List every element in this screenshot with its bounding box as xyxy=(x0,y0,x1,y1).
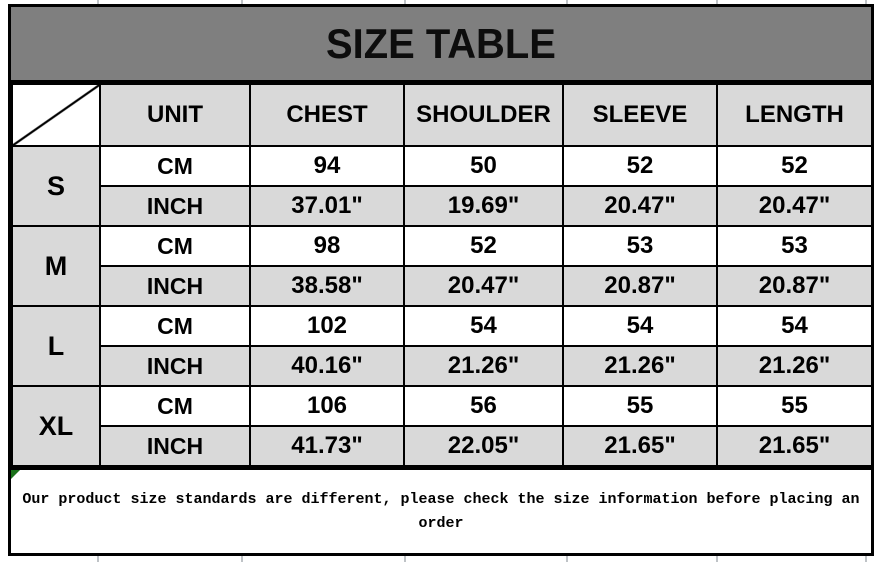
cell-xl-inch-chest: 41.73" xyxy=(249,425,405,467)
cell-m-cm-sleeve: 53 xyxy=(562,225,718,267)
cell-m-cm-length: 53 xyxy=(716,225,873,267)
title-band: SIZE TABLE xyxy=(11,7,871,83)
cell-s-cm-shoulder: 50 xyxy=(403,145,564,187)
size-note-box: Our product size standards are different… xyxy=(11,467,871,553)
cell-l-cm-chest: 102 xyxy=(249,305,405,347)
header-cell-chest: CHEST xyxy=(249,83,405,147)
gridline-tick xyxy=(865,556,867,562)
cell-xl-inch-sleeve: 21.65" xyxy=(562,425,718,467)
gridline-tick xyxy=(865,0,867,4)
gridline-tick xyxy=(404,0,406,4)
cell-s-cm-sleeve: 52 xyxy=(562,145,718,187)
cell-xl-cm-length: 55 xyxy=(716,385,873,427)
cell-m-inch-chest: 38.58" xyxy=(249,265,405,307)
cell-s-inch-shoulder: 19.69" xyxy=(403,185,564,227)
table-row-l-inch: INCH 40.16" 21.26" 21.26" 21.26" xyxy=(12,345,873,387)
cell-xl-cm-shoulder: 56 xyxy=(403,385,564,427)
gridline-tick xyxy=(716,556,718,562)
page-title: SIZE TABLE xyxy=(326,19,556,67)
size-note-text: Our product size standards are different… xyxy=(22,490,860,532)
cell-l-inch-shoulder: 21.26" xyxy=(403,345,564,387)
unit-label-inch: INCH xyxy=(99,345,251,387)
table-row-xl-inch: INCH 41.73" 22.05" 21.65" 21.65" xyxy=(12,425,873,467)
size-label-s: S xyxy=(11,145,101,227)
comment-marker-icon xyxy=(11,470,20,479)
header-cell-unit: UNIT xyxy=(99,83,251,147)
cell-m-inch-shoulder: 20.47" xyxy=(403,265,564,307)
header-cell-shoulder: SHOULDER xyxy=(403,83,564,147)
gridline-tick xyxy=(404,556,406,562)
gridline-tick xyxy=(566,0,568,4)
gridline-tick xyxy=(716,0,718,4)
unit-label-cm: CM xyxy=(99,225,251,267)
size-label-l: L xyxy=(11,305,101,387)
table-row-s-inch: INCH 37.01" 19.69" 20.47" 20.47" xyxy=(12,185,873,227)
cell-s-inch-chest: 37.01" xyxy=(249,185,405,227)
gridline-tick xyxy=(97,0,99,4)
cell-l-inch-length: 21.26" xyxy=(716,345,873,387)
header-cell-sleeve: SLEEVE xyxy=(562,83,718,147)
header-cell-length: LENGTH xyxy=(716,83,873,147)
table-row-m-cm: M CM 98 52 53 53 xyxy=(11,225,873,307)
unit-label-inch: INCH xyxy=(99,185,251,227)
cell-l-inch-sleeve: 21.26" xyxy=(562,345,718,387)
table-row-l-cm: L CM 102 54 54 54 xyxy=(11,305,873,387)
table-row-m-inch: INCH 38.58" 20.47" 20.87" 20.87" xyxy=(12,265,873,307)
corner-diagonal-cell xyxy=(11,83,101,147)
cell-m-inch-length: 20.87" xyxy=(716,265,873,307)
cell-l-inch-chest: 40.16" xyxy=(249,345,405,387)
cell-l-cm-length: 54 xyxy=(716,305,873,347)
unit-label-inch: INCH xyxy=(99,265,251,307)
unit-label-cm: CM xyxy=(99,385,251,427)
unit-label-cm: CM xyxy=(99,305,251,347)
cell-s-inch-sleeve: 20.47" xyxy=(562,185,718,227)
cell-m-cm-chest: 98 xyxy=(249,225,405,267)
size-table: UNIT CHEST SHOULDER SLEEVE LENGTH S CM 9… xyxy=(11,83,873,467)
cell-m-cm-shoulder: 52 xyxy=(403,225,564,267)
cell-s-cm-length: 52 xyxy=(716,145,873,187)
gridline-tick xyxy=(241,556,243,562)
header-row: UNIT CHEST SHOULDER SLEEVE LENGTH xyxy=(11,83,873,147)
unit-label-inch: INCH xyxy=(99,425,251,467)
cell-xl-inch-shoulder: 22.05" xyxy=(403,425,564,467)
cell-l-cm-shoulder: 54 xyxy=(403,305,564,347)
cell-xl-inch-length: 21.65" xyxy=(716,425,873,467)
size-label-m: M xyxy=(11,225,101,307)
cell-m-inch-sleeve: 20.87" xyxy=(562,265,718,307)
table-row-xl-cm: XL CM 106 56 55 55 xyxy=(11,385,873,467)
gridline-tick xyxy=(241,0,243,4)
table-row-s-cm: S CM 94 50 52 52 xyxy=(11,145,873,227)
cell-s-inch-length: 20.47" xyxy=(716,185,873,227)
cell-xl-cm-chest: 106 xyxy=(249,385,405,427)
size-label-xl: XL xyxy=(11,385,101,467)
cell-xl-cm-sleeve: 55 xyxy=(562,385,718,427)
cell-l-cm-sleeve: 54 xyxy=(562,305,718,347)
unit-label-cm: CM xyxy=(99,145,251,187)
gridline-tick xyxy=(97,556,99,562)
gridline-tick xyxy=(566,556,568,562)
cell-s-cm-chest: 94 xyxy=(249,145,405,187)
size-table-panel: SIZE TABLE UNIT CHEST SHOULDER SLEEVE LE… xyxy=(8,4,874,556)
